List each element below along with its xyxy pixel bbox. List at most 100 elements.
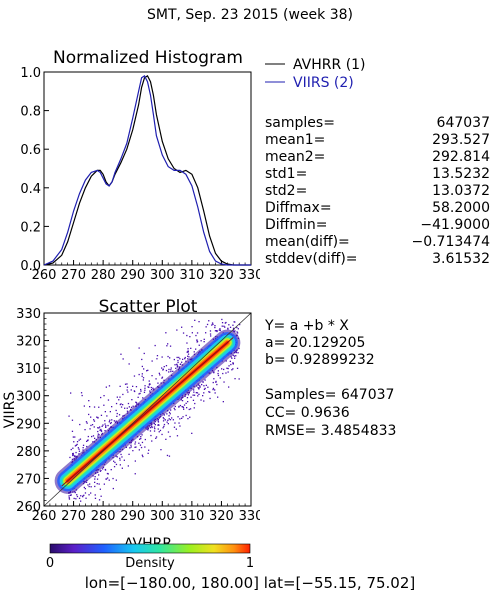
scatter-point xyxy=(189,416,191,418)
scatter-point xyxy=(225,372,227,374)
scatter-point xyxy=(140,390,142,392)
scatter-point xyxy=(174,364,176,366)
scatter-point xyxy=(139,444,142,446)
scatter-point xyxy=(78,453,80,455)
scatter-point xyxy=(88,413,90,416)
scatter-point xyxy=(169,419,172,421)
scatter-point xyxy=(157,428,159,430)
scatter-point xyxy=(68,498,71,500)
scatter-point xyxy=(234,357,236,359)
scatter-point xyxy=(100,396,102,399)
scatter-point xyxy=(238,378,240,380)
scatter-x-tick-label: 310 xyxy=(179,509,204,524)
scatter-point xyxy=(154,424,156,426)
scatter-point xyxy=(178,366,180,368)
scatter-point xyxy=(185,360,187,362)
scatter-point xyxy=(141,454,143,456)
scatter-point xyxy=(74,455,76,458)
scatter-point xyxy=(137,396,139,398)
scatter-point xyxy=(120,453,122,456)
scatter-point xyxy=(78,448,80,450)
scatter-point xyxy=(68,495,70,497)
scatter-point xyxy=(98,427,100,429)
scatter-point xyxy=(214,326,216,329)
scatter-point xyxy=(81,394,83,397)
scatter-point xyxy=(175,428,177,430)
scatter-point xyxy=(176,329,178,331)
scatter-point xyxy=(214,389,216,391)
scatter-point xyxy=(221,368,223,370)
scatter-point xyxy=(189,408,192,410)
scatter-point xyxy=(155,378,157,380)
scatter-point xyxy=(202,381,204,383)
scatter-point xyxy=(103,483,105,485)
scatter-point xyxy=(187,358,189,360)
scatter-point xyxy=(181,417,183,419)
scatter-point xyxy=(233,355,236,357)
scatter-point xyxy=(97,471,99,474)
scatter-point xyxy=(154,428,156,430)
stat-value: −0.713474 xyxy=(411,234,490,250)
scatter-point xyxy=(237,328,239,330)
scatter-point xyxy=(141,365,143,368)
scatter-point xyxy=(201,383,203,386)
scatter-point xyxy=(167,343,169,345)
scatter-point xyxy=(88,494,90,496)
scatter-point xyxy=(124,407,126,409)
colorbar-ramp xyxy=(49,543,251,554)
scatter-point xyxy=(94,437,96,439)
scatter-point xyxy=(187,353,190,355)
scatter-point xyxy=(163,366,165,368)
scatter-point xyxy=(125,446,127,448)
scatter-point xyxy=(196,340,199,343)
scatter-point xyxy=(182,332,185,334)
scatter-point xyxy=(154,344,156,347)
scatter-point xyxy=(173,407,175,409)
scatter-point xyxy=(193,391,195,393)
hist-series-viirs xyxy=(43,75,251,266)
scatter-point xyxy=(215,381,217,383)
legend-avhrr-label: AVHRR (1) xyxy=(293,57,366,73)
scatter-chart: Scatter Plot 260 270 280 290 300 310 320 330 260… xyxy=(2,297,260,552)
scatter-point xyxy=(204,379,206,381)
stat-value: −41.9000 xyxy=(420,217,490,233)
scatter-point xyxy=(205,384,207,386)
colorbar-min: 0 xyxy=(46,556,54,570)
scatter-point xyxy=(80,392,83,394)
scatter-point xyxy=(118,399,120,401)
scatter-point xyxy=(228,365,230,367)
scatter-point xyxy=(69,494,72,496)
scatter-point xyxy=(168,415,170,417)
scatter-ylabel: VIIRS xyxy=(2,392,18,429)
scatter-point xyxy=(183,408,185,410)
scatter-point xyxy=(193,394,196,396)
scatter-point xyxy=(124,383,127,385)
scatter-point xyxy=(111,406,113,408)
colorbar-label: Density xyxy=(125,556,175,570)
scatter-point xyxy=(151,360,153,362)
hist-x-tick-label: 310 xyxy=(179,268,204,283)
scatter-point xyxy=(104,423,106,425)
scatter-point xyxy=(197,387,199,389)
scatter-point xyxy=(186,351,188,353)
scatter-point xyxy=(181,400,184,402)
scatter-point xyxy=(70,448,72,451)
scatter-point xyxy=(119,459,121,461)
scatter-point xyxy=(171,417,173,419)
scatter-point xyxy=(168,371,170,373)
scatter-point xyxy=(120,353,122,355)
scatter-point xyxy=(236,326,238,329)
scatter-point xyxy=(162,427,164,429)
scatter-point xyxy=(188,356,190,358)
scatter-point xyxy=(96,483,98,485)
scatter-point xyxy=(188,392,190,394)
scatter-point xyxy=(88,485,90,488)
scatter-y-tick-label: 270 xyxy=(16,472,41,487)
scatter-point xyxy=(176,364,178,366)
scatter-point xyxy=(75,498,77,500)
scatter-point xyxy=(169,345,172,347)
scatter-point xyxy=(161,367,163,369)
scatter-point xyxy=(147,452,149,454)
scatter-point xyxy=(176,356,178,359)
scatter-point xyxy=(78,450,81,452)
